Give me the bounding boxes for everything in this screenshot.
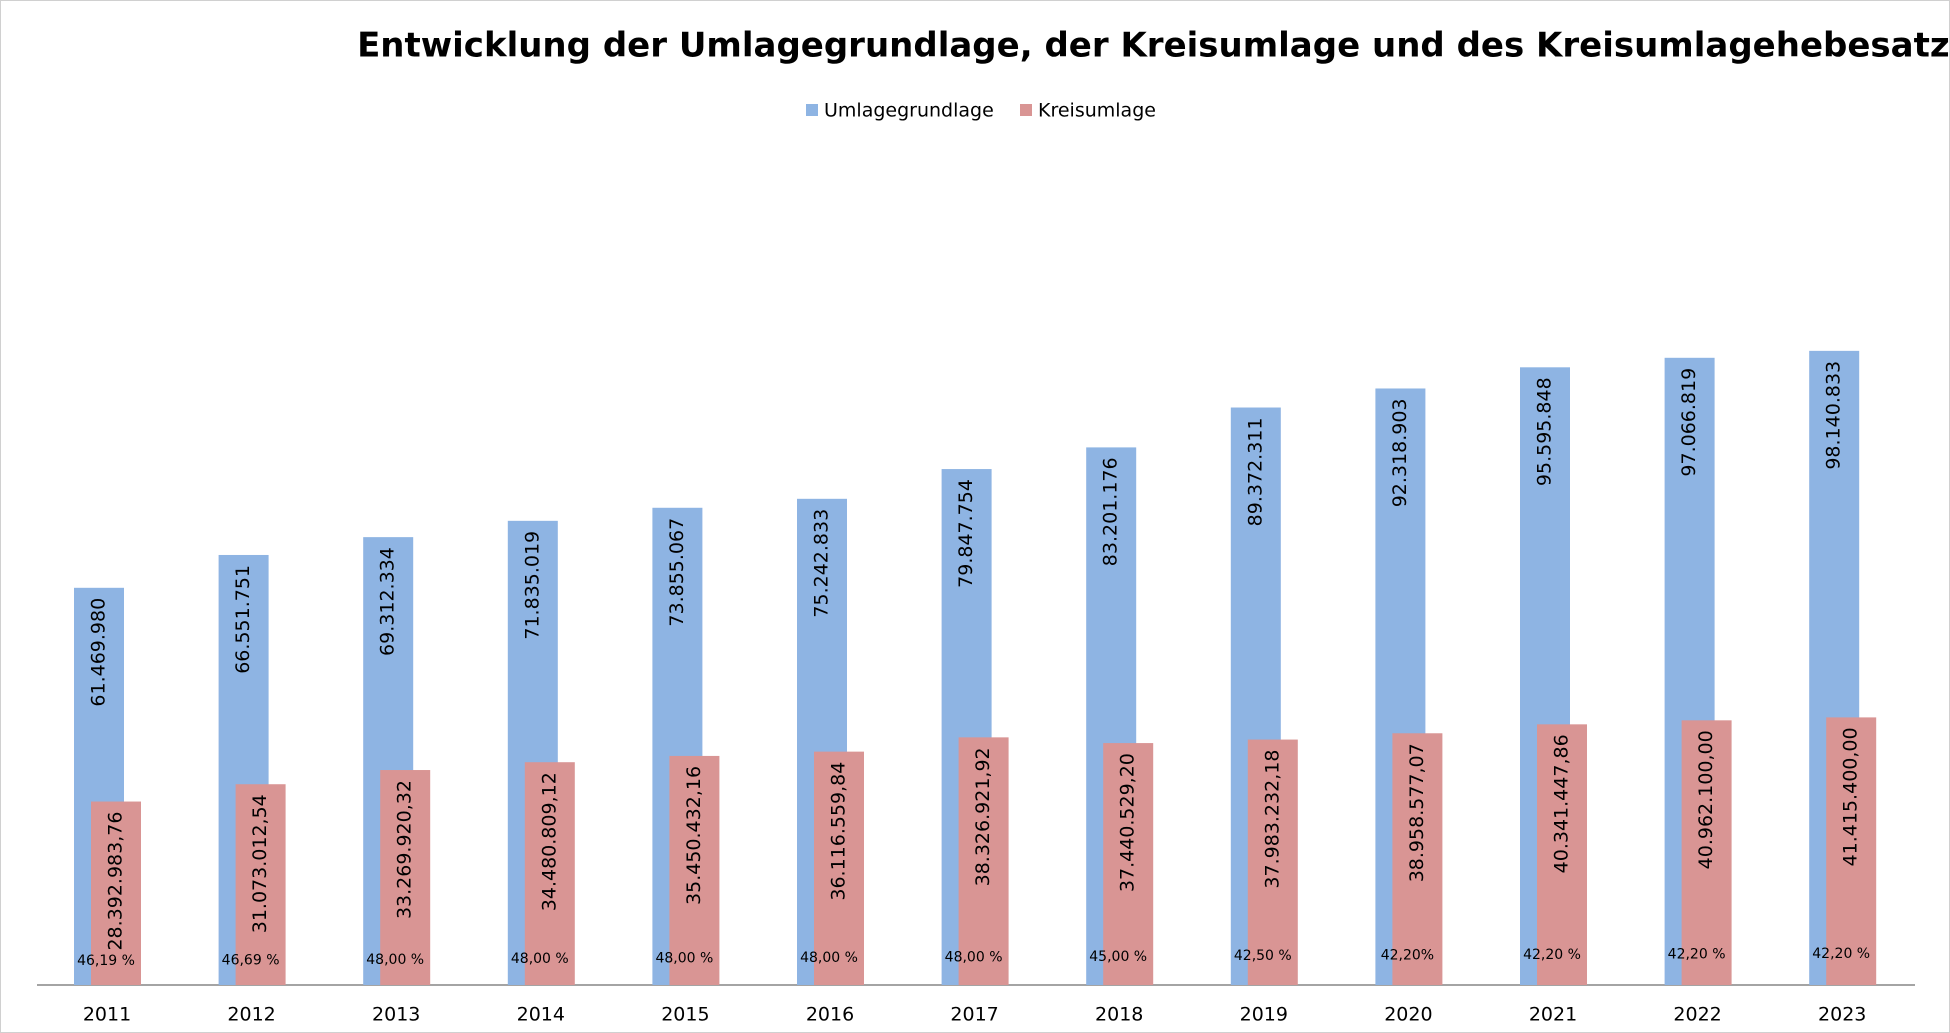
rate-label: 42,20 %	[1523, 947, 1581, 963]
value-label: 73.855.067	[666, 518, 688, 627]
value-label: 95.595.848	[1534, 377, 1556, 486]
bar	[1681, 720, 1732, 985]
rate-label: 45,00 %	[1089, 949, 1147, 965]
x-tick-label: 2018	[1095, 1004, 1143, 1026]
bar	[1103, 743, 1154, 985]
x-tick-label: 2021	[1529, 1004, 1577, 1026]
bar	[91, 801, 141, 985]
bar	[1247, 739, 1298, 985]
bar	[669, 755, 720, 985]
bar	[1537, 724, 1587, 985]
value-label: 66.551.751	[232, 565, 254, 674]
x-tick-label: 2020	[1384, 1004, 1432, 1026]
value-label: 38.326.921,92	[972, 747, 994, 886]
x-tick-label: 2022	[1673, 1004, 1721, 1026]
value-label: 41.415.400,00	[1840, 727, 1862, 866]
x-tick-label: 2016	[806, 1004, 854, 1026]
rate-label: 42,20 %	[1812, 946, 1870, 962]
value-label: 38.958.577,07	[1406, 743, 1428, 882]
rate-label: 46,19 %	[77, 953, 135, 969]
value-label: 79.847.754	[955, 479, 977, 588]
rate-label: 42,20%	[1381, 948, 1434, 964]
legend-swatch	[1020, 104, 1032, 116]
x-tick-label: 2013	[372, 1004, 420, 1026]
value-label: 33.269.920,32	[394, 780, 416, 919]
value-label: 97.066.819	[1678, 368, 1700, 477]
value-label: 61.469.980	[88, 598, 110, 707]
value-label: 83.201.176	[1100, 457, 1122, 566]
x-tick-label: 2015	[661, 1004, 709, 1026]
value-label: 37.440.529,20	[1117, 753, 1139, 892]
rate-label: 42,50 %	[1234, 948, 1292, 964]
bar	[1392, 733, 1443, 985]
chart-title: Entwicklung der Umlagegrundlage, der Kre…	[357, 26, 1950, 66]
bar	[235, 784, 286, 985]
value-label: 28.392.983,76	[105, 812, 127, 951]
value-label: 69.312.334	[377, 547, 399, 656]
value-label: 35.450.432,16	[683, 766, 705, 905]
bar	[814, 751, 864, 985]
x-tick-label: 2017	[950, 1004, 998, 1026]
value-label: 36.116.559,84	[828, 762, 850, 901]
legend-swatch	[806, 104, 818, 116]
rate-label: 48,00 %	[655, 951, 713, 967]
value-label: 98.140.833	[1823, 361, 1845, 470]
x-tick-label: 2012	[227, 1004, 275, 1026]
legend-label: Umlagegrundlage	[824, 100, 994, 122]
bar	[1826, 717, 1877, 985]
value-label: 34.480.809,12	[538, 772, 560, 911]
value-label: 40.962.100,00	[1695, 730, 1717, 869]
value-label: 92.318.903	[1389, 398, 1411, 507]
rate-label: 48,00 %	[945, 949, 1003, 965]
rate-label: 48,00 %	[511, 951, 569, 967]
value-label: 31.073.012,54	[249, 794, 271, 933]
x-tick-label: 2014	[517, 1004, 565, 1026]
value-label: 89.372.311	[1244, 418, 1266, 527]
rate-label: 42,20 %	[1668, 946, 1726, 962]
bar	[958, 737, 1009, 985]
x-tick-label: 2023	[1818, 1004, 1866, 1026]
legend-label: Kreisumlage	[1038, 100, 1156, 122]
bar	[380, 770, 431, 985]
x-tick-label: 2011	[83, 1004, 131, 1026]
value-label: 71.835.019	[521, 531, 543, 640]
rate-label: 48,00 %	[800, 950, 858, 966]
value-label: 37.983.232,18	[1261, 750, 1283, 889]
x-tick-label: 2019	[1240, 1004, 1288, 1026]
rate-label: 48,00 %	[366, 952, 424, 968]
bar	[524, 762, 575, 985]
value-label: 75.242.833	[811, 509, 833, 618]
rate-label: 46,69 %	[222, 952, 280, 968]
value-label: 40.341.447,86	[1551, 734, 1573, 873]
